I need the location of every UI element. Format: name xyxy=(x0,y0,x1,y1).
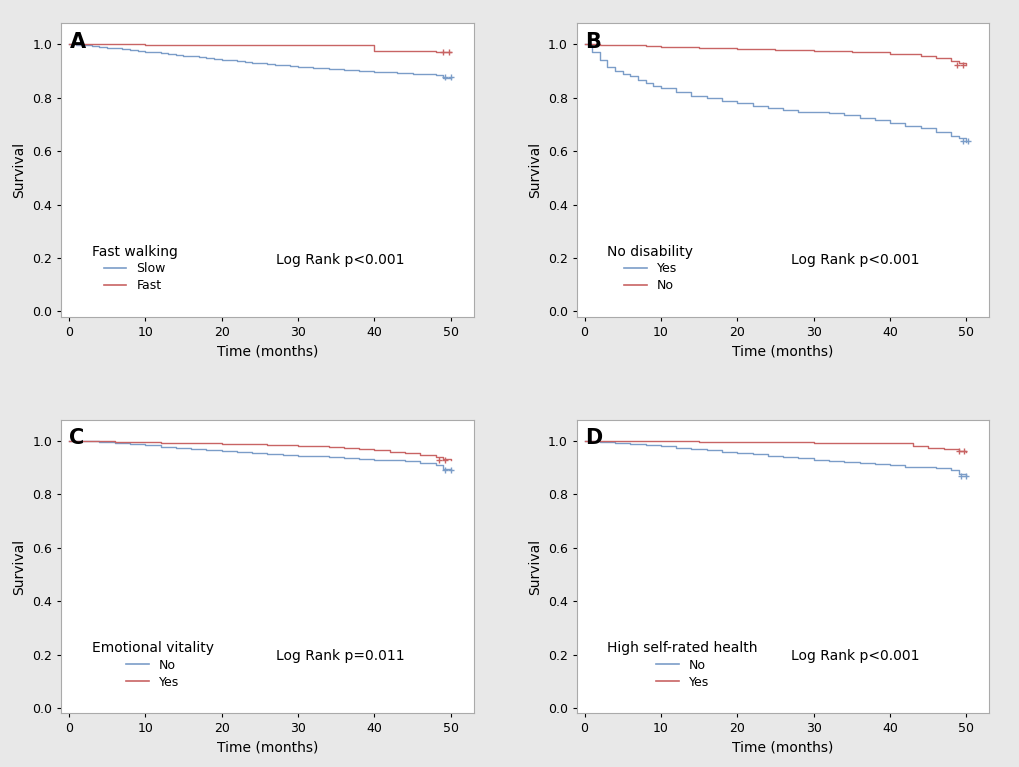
Legend: Yes, No: Yes, No xyxy=(603,241,697,296)
Y-axis label: Survival: Survival xyxy=(528,538,542,594)
Y-axis label: Survival: Survival xyxy=(528,142,542,198)
X-axis label: Time (months): Time (months) xyxy=(217,741,318,755)
Text: Log Rank p<0.001: Log Rank p<0.001 xyxy=(275,253,404,267)
Text: A: A xyxy=(69,31,86,52)
Legend: No, Yes: No, Yes xyxy=(603,637,761,693)
Text: C: C xyxy=(69,429,85,449)
Text: Log Rank p=0.011: Log Rank p=0.011 xyxy=(275,650,404,663)
X-axis label: Time (months): Time (months) xyxy=(732,344,833,358)
Text: B: B xyxy=(585,31,600,52)
X-axis label: Time (months): Time (months) xyxy=(217,344,318,358)
X-axis label: Time (months): Time (months) xyxy=(732,741,833,755)
Legend: Slow, Fast: Slow, Fast xyxy=(88,241,181,296)
Y-axis label: Survival: Survival xyxy=(12,142,26,198)
Text: D: D xyxy=(585,429,602,449)
Y-axis label: Survival: Survival xyxy=(12,538,26,594)
Text: Log Rank p<0.001: Log Rank p<0.001 xyxy=(791,253,919,267)
Legend: No, Yes: No, Yes xyxy=(88,637,217,693)
Text: Log Rank p<0.001: Log Rank p<0.001 xyxy=(791,650,919,663)
